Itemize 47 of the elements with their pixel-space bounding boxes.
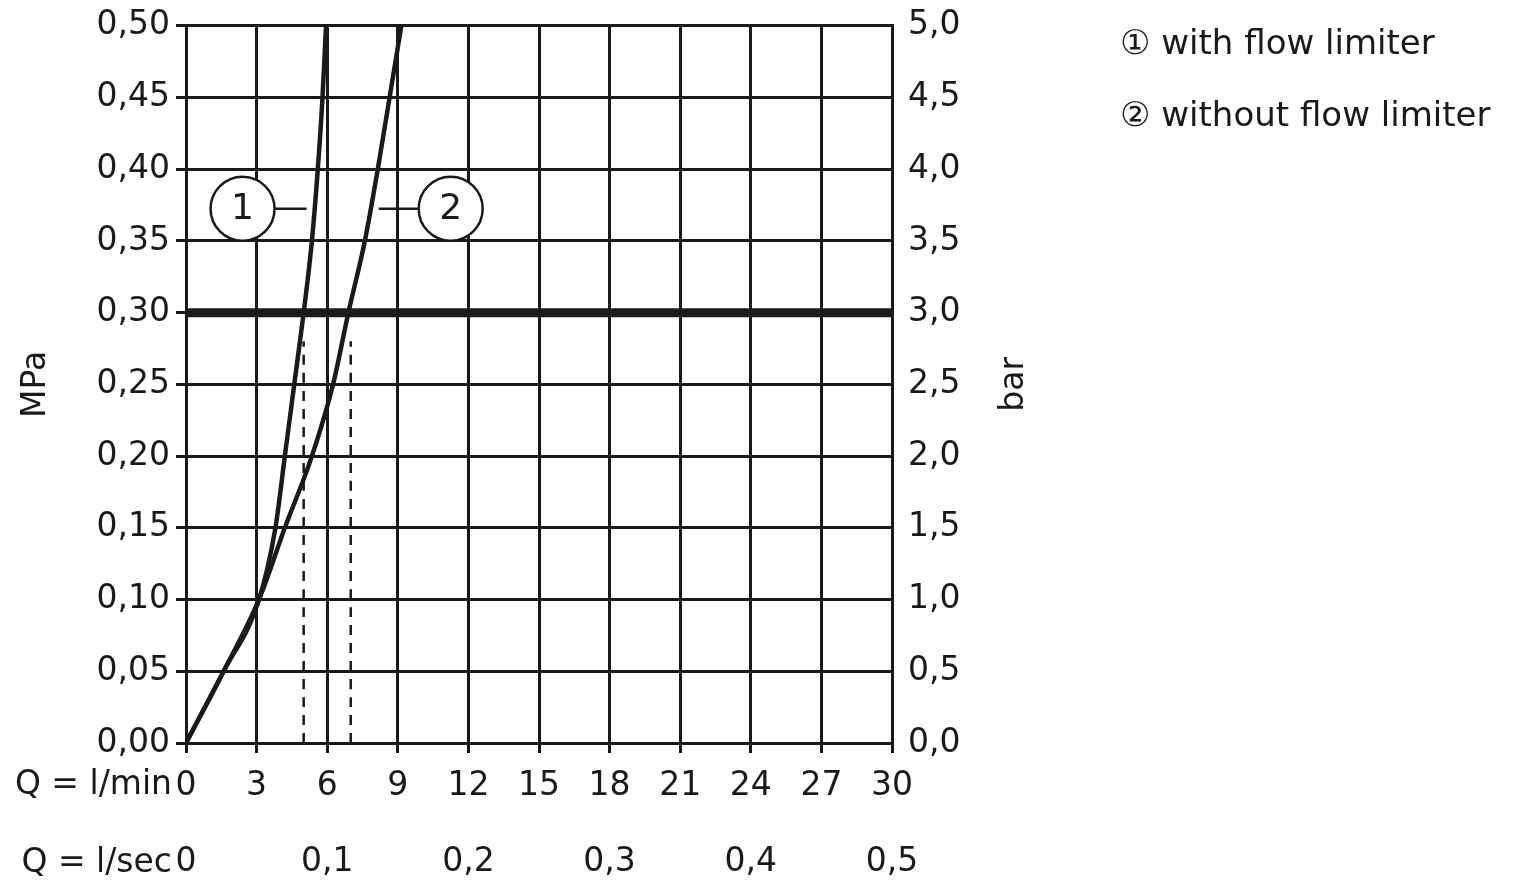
x-tick-label: 9 xyxy=(387,764,409,804)
x-tick-label: 0 xyxy=(175,764,197,804)
y2-tick-label: 0,5 xyxy=(908,648,961,688)
y-axis-title: MPa xyxy=(13,350,53,418)
y2-tick-label: 4,0 xyxy=(908,146,961,186)
x-tick-label: 3 xyxy=(246,764,268,804)
y2-tick-label: 1,0 xyxy=(908,577,961,617)
text: ① with flow limiter xyxy=(1120,21,1436,64)
y-tick-label: 0,15 xyxy=(96,505,170,545)
text: ② without flow limiter xyxy=(1120,93,1491,136)
y-tick-label: 0,45 xyxy=(96,75,170,115)
y-tick-label: 0,30 xyxy=(96,290,170,330)
x-tick-label: 30 xyxy=(871,764,913,804)
x-tick-label: 12 xyxy=(447,764,490,804)
x2-tick-label: 0,3 xyxy=(583,840,636,880)
y2-tick-label: 3,5 xyxy=(908,218,961,258)
x-tick-label: 15 xyxy=(518,764,560,804)
y-tick-label: 0,40 xyxy=(96,146,170,186)
y-tick-label: 0,50 xyxy=(96,3,170,43)
y2-tick-label: 0,0 xyxy=(908,720,961,760)
y-tick-label: 0,25 xyxy=(96,361,170,401)
y2-tick-label: 2,5 xyxy=(908,361,961,401)
y-tick-label: 0,00 xyxy=(96,720,170,760)
y2-tick-label: 1,5 xyxy=(908,505,961,545)
x-tick-label: 21 xyxy=(659,764,702,804)
y2-tick-label: 5,0 xyxy=(908,3,961,43)
x2-tick-label: 0,2 xyxy=(442,840,495,880)
y2-tick-label: 3,0 xyxy=(908,290,961,330)
y-tick-label: 0,05 xyxy=(96,648,170,688)
x2-tick-label: 0,4 xyxy=(724,840,778,880)
y-tick-label: 0,10 xyxy=(96,577,170,617)
x-tick-label: 24 xyxy=(729,764,772,804)
x2-axis-title: Q = l/sec xyxy=(21,840,172,880)
y2-axis-title: bar xyxy=(991,356,1031,412)
annotation: 1 xyxy=(231,186,254,228)
x-axis-title: Q = l/min xyxy=(14,762,172,802)
y-tick-label: 0,20 xyxy=(96,433,170,473)
x2-tick-label: 0,1 xyxy=(300,840,354,880)
x-tick-label: 27 xyxy=(800,764,843,804)
x-tick-label: 18 xyxy=(588,764,631,804)
y-tick-label: 0,35 xyxy=(96,218,170,258)
y2-tick-label: 4,5 xyxy=(908,75,961,115)
x-tick-label: 6 xyxy=(316,764,338,804)
x2-tick-label: 0,5 xyxy=(865,840,919,880)
y2-tick-label: 2,0 xyxy=(908,433,961,473)
annotation: 2 xyxy=(439,186,463,228)
x2-tick-label: 0 xyxy=(175,840,197,880)
